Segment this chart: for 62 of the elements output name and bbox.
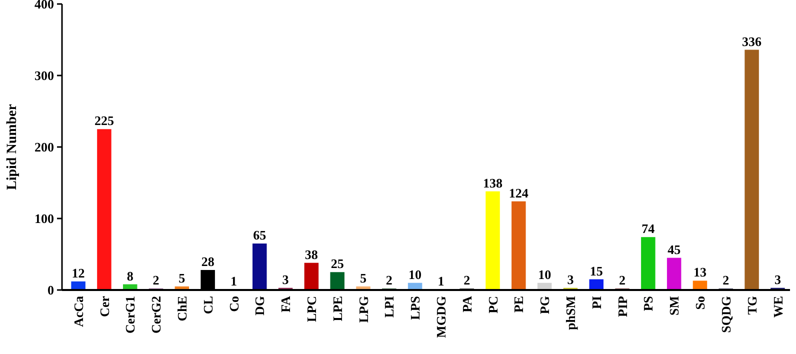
y-tick-label: 100 xyxy=(34,211,54,226)
x-tick-label: LPS xyxy=(408,296,423,320)
data-label: 1 xyxy=(438,273,444,288)
data-label: 38 xyxy=(304,246,318,262)
y-tick-label: 400 xyxy=(34,0,54,12)
x-tick-label: LPG xyxy=(356,296,371,323)
data-label: 12 xyxy=(72,265,85,280)
data-label: 5 xyxy=(360,270,367,286)
x-tick-label: So xyxy=(692,296,708,310)
data-label: 25 xyxy=(330,256,344,272)
data-label: 45 xyxy=(668,242,682,257)
data-label: 2 xyxy=(152,272,160,288)
data-label: 336 xyxy=(742,34,762,49)
data-label: 15 xyxy=(590,263,604,278)
x-tick-label: phSM xyxy=(563,296,578,330)
x-tick-label: CerG1 xyxy=(122,296,138,334)
data-label: 225 xyxy=(94,113,114,128)
data-label: 3 xyxy=(567,272,574,287)
x-tick-label: LPC xyxy=(304,296,319,322)
data-label: 13 xyxy=(693,264,707,280)
data-label: 28 xyxy=(201,254,215,269)
x-tick-label: PS xyxy=(640,296,656,312)
data-label: 74 xyxy=(642,221,656,236)
data-label: 2 xyxy=(619,272,626,288)
x-tick-label: TG xyxy=(744,296,760,315)
x-tick-label: FA xyxy=(278,295,294,312)
y-tick-label: 200 xyxy=(34,140,54,155)
x-tick-label: Co xyxy=(226,296,242,312)
x-tick-label: DG xyxy=(252,296,268,316)
data-label: 1 xyxy=(230,273,237,288)
x-tick-label: LPI xyxy=(382,296,397,318)
x-tick-label: PC xyxy=(485,296,500,314)
x-tick-label: AcCa xyxy=(70,296,86,328)
y-tick-label: 0 xyxy=(48,282,54,298)
x-tick-label: ChE xyxy=(174,296,190,322)
data-label: 65 xyxy=(253,228,267,243)
x-tick-label: PIP xyxy=(614,296,630,317)
x-tick-label: CL xyxy=(200,296,216,314)
data-label: 5 xyxy=(178,270,186,286)
data-label: 3 xyxy=(282,272,290,287)
x-tick-label: WE xyxy=(770,296,786,318)
data-label: 8 xyxy=(126,268,134,284)
data-label: 2 xyxy=(722,272,730,288)
x-tick-label: MGDG xyxy=(434,296,448,338)
data-label: 138 xyxy=(483,175,504,190)
data-label: 2 xyxy=(386,272,392,288)
x-tick-label: LPE xyxy=(330,296,345,322)
y-axis-title: Lipid Number xyxy=(5,104,20,190)
x-tick-label: PA xyxy=(459,295,474,312)
x-tick-label: PE xyxy=(511,296,526,313)
data-label: 2 xyxy=(464,272,470,288)
data-label: 10 xyxy=(538,266,552,282)
data-label: 10 xyxy=(408,266,422,282)
x-tick-label: CerG2 xyxy=(148,296,164,334)
x-tick-label: Cer xyxy=(96,296,112,317)
x-tick-label: SQDG xyxy=(718,296,734,333)
y-tick-label: 300 xyxy=(34,68,54,84)
data-label: 3 xyxy=(774,272,782,287)
x-tick-label: PI xyxy=(588,296,604,309)
x-tick-label: SM xyxy=(666,296,682,316)
x-tick-label: PG xyxy=(537,296,552,314)
data-label: 124 xyxy=(508,185,529,200)
